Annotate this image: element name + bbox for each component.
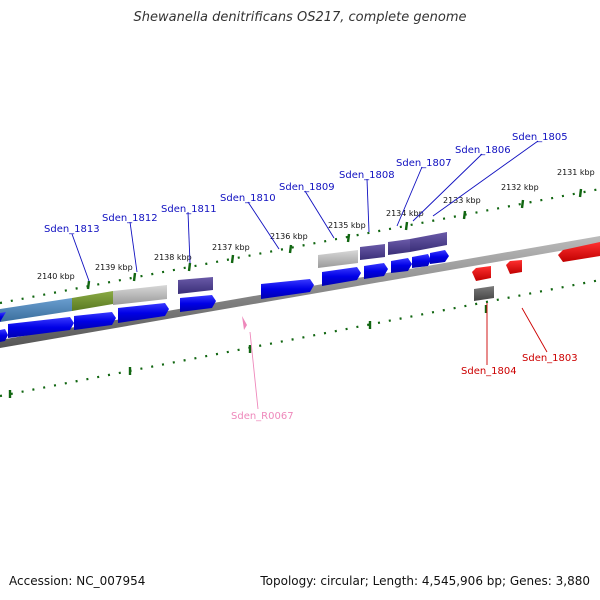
- gene-arrow-1804[interactable]: [472, 266, 491, 281]
- gene-block-1812[interactable]: [72, 291, 113, 311]
- gene-label-1812[interactable]: Sden_1812: [102, 213, 158, 224]
- kbp-label-2133: 2133 kbp: [443, 196, 481, 205]
- rna-marker-r0067[interactable]: [242, 316, 247, 330]
- gene-label-1803[interactable]: Sden_1803: [522, 353, 578, 364]
- gene-label-1813[interactable]: Sden_1813: [44, 224, 100, 235]
- top-row-genes: [0, 232, 447, 322]
- gene-arrow-f[interactable]: [261, 279, 314, 299]
- gene-block-1804-gray[interactable]: [474, 286, 494, 301]
- gene-label-1806[interactable]: Sden_1806: [455, 145, 511, 156]
- kbp-label-2137: 2137 kbp: [212, 243, 250, 252]
- gene-arrow-d[interactable]: [118, 303, 169, 323]
- gene-block-1811-gray[interactable]: [113, 285, 167, 305]
- gene-label-1805[interactable]: Sden_1805: [512, 132, 568, 143]
- gene-arrow-a[interactable]: [0, 312, 6, 322]
- gene-label-1809[interactable]: Sden_1809: [279, 182, 335, 193]
- gene-arrow-c[interactable]: [74, 312, 116, 330]
- gene-arrow-e[interactable]: [180, 295, 216, 312]
- gene-label-1807[interactable]: Sden_1807: [396, 158, 452, 169]
- gene-label-1804[interactable]: Sden_1804: [461, 366, 517, 377]
- gene-block-1807[interactable]: [388, 239, 410, 255]
- kbp-label-2140: 2140 kbp: [37, 272, 75, 281]
- accession-text: Accession: NC_007954: [9, 574, 146, 588]
- gene-arrow-b[interactable]: [8, 317, 74, 338]
- kbp-label-2132: 2132 kbp: [501, 183, 539, 192]
- kbp-label-2135: 2135 kbp: [328, 221, 366, 230]
- gene-arrow-1803[interactable]: [506, 260, 522, 274]
- kbp-label-2139: 2139 kbp: [95, 263, 133, 272]
- middle-row-genes: [0, 250, 449, 342]
- gene-arrow-g[interactable]: [322, 267, 361, 286]
- label-leader-lines: [71, 140, 548, 410]
- map-title: Shewanella denitrificans OS217, complete…: [133, 10, 467, 25]
- genome-summary-text: Topology: circular; Length: 4,545,906 bp…: [260, 574, 590, 588]
- gene-arrow-red-large[interactable]: [558, 242, 600, 262]
- gene-block-1813[interactable]: [0, 298, 72, 322]
- reverse-strand-genes: [472, 242, 600, 301]
- gene-arrow-small[interactable]: [0, 329, 8, 342]
- rna-label-r0067[interactable]: Sden_R0067: [231, 411, 294, 422]
- gene-block-1811[interactable]: [178, 277, 213, 294]
- gene-label-1808[interactable]: Sden_1808: [339, 170, 395, 181]
- gene-arrow-k[interactable]: [430, 250, 449, 264]
- gene-labels: Sden_1813 Sden_1812 Sden_1811 Sden_1810 …: [44, 132, 578, 422]
- gene-block-1809[interactable]: [318, 250, 358, 268]
- outer-major-ticks: [86, 188, 583, 290]
- inner-major-ticks: [8, 305, 488, 398]
- gene-arrow-j[interactable]: [412, 254, 431, 268]
- gene-block-1808[interactable]: [360, 244, 385, 260]
- kbp-label-2134: 2134 kbp: [386, 209, 424, 218]
- kbp-label-2138: 2138 kbp: [154, 253, 192, 262]
- kbp-label-2131: 2131 kbp: [557, 168, 595, 177]
- gene-label-1811[interactable]: Sden_1811: [161, 204, 217, 215]
- gene-block-1806[interactable]: [410, 232, 447, 252]
- gene-arrow-i[interactable]: [391, 258, 412, 273]
- kbp-label-2136: 2136 kbp: [270, 232, 308, 241]
- gene-arrow-h[interactable]: [364, 263, 388, 279]
- gene-label-1810[interactable]: Sden_1810: [220, 193, 276, 204]
